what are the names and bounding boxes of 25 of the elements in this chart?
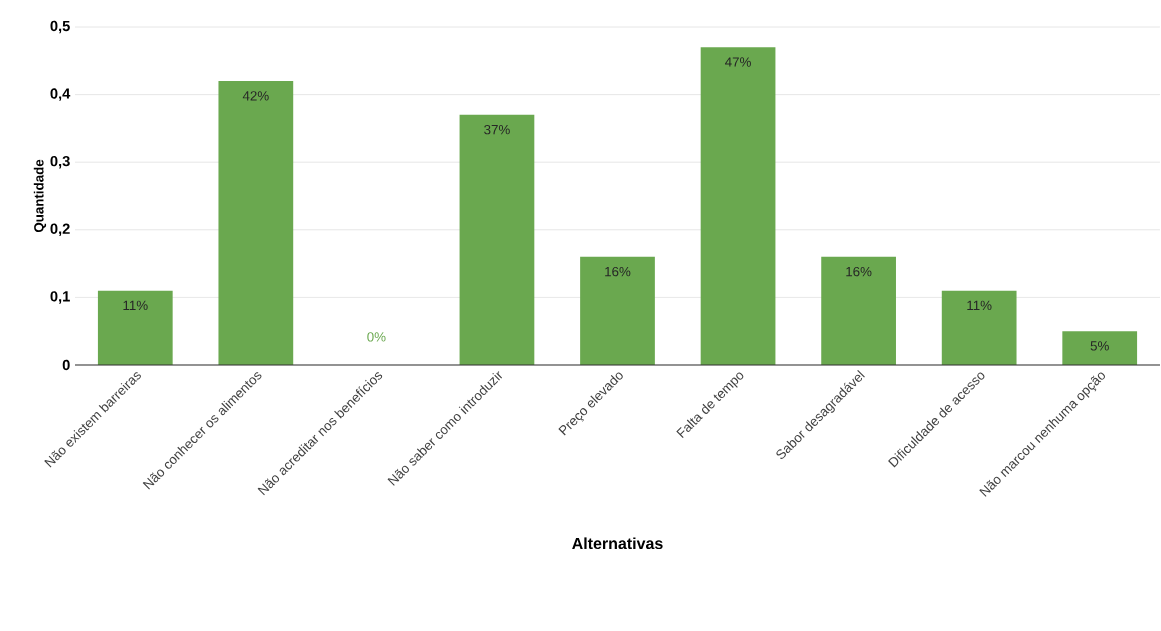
bar [218, 81, 294, 365]
data-label: 47% [725, 57, 751, 67]
data-label: 16% [605, 266, 631, 277]
data-label: 37% [484, 124, 510, 135]
y-tick-label: 0,3 [50, 155, 70, 169]
bar [700, 47, 776, 365]
data-label: 42% [242, 91, 269, 101]
bar [459, 114, 535, 365]
y-tick-label: 0,2 [50, 223, 70, 237]
y-tick-label: 0,1 [50, 291, 70, 304]
y-axis-title: Quantidade [33, 159, 47, 233]
bar [97, 290, 173, 365]
data-label: 11% [967, 300, 992, 311]
data-label: 11% [123, 300, 148, 311]
bar [941, 290, 1017, 365]
bar [821, 256, 896, 365]
data-label: 16% [846, 266, 872, 277]
y-tick-label: 0 [62, 359, 70, 371]
data-label: 0% [367, 332, 386, 342]
y-tick-label: 0,5 [50, 20, 70, 34]
bar [1062, 331, 1138, 365]
x-axis-title: Alternativas [572, 537, 663, 550]
bar [580, 256, 655, 365]
data-label: 5% [1090, 341, 1109, 351]
y-tick-label: 0,4 [50, 88, 71, 101]
